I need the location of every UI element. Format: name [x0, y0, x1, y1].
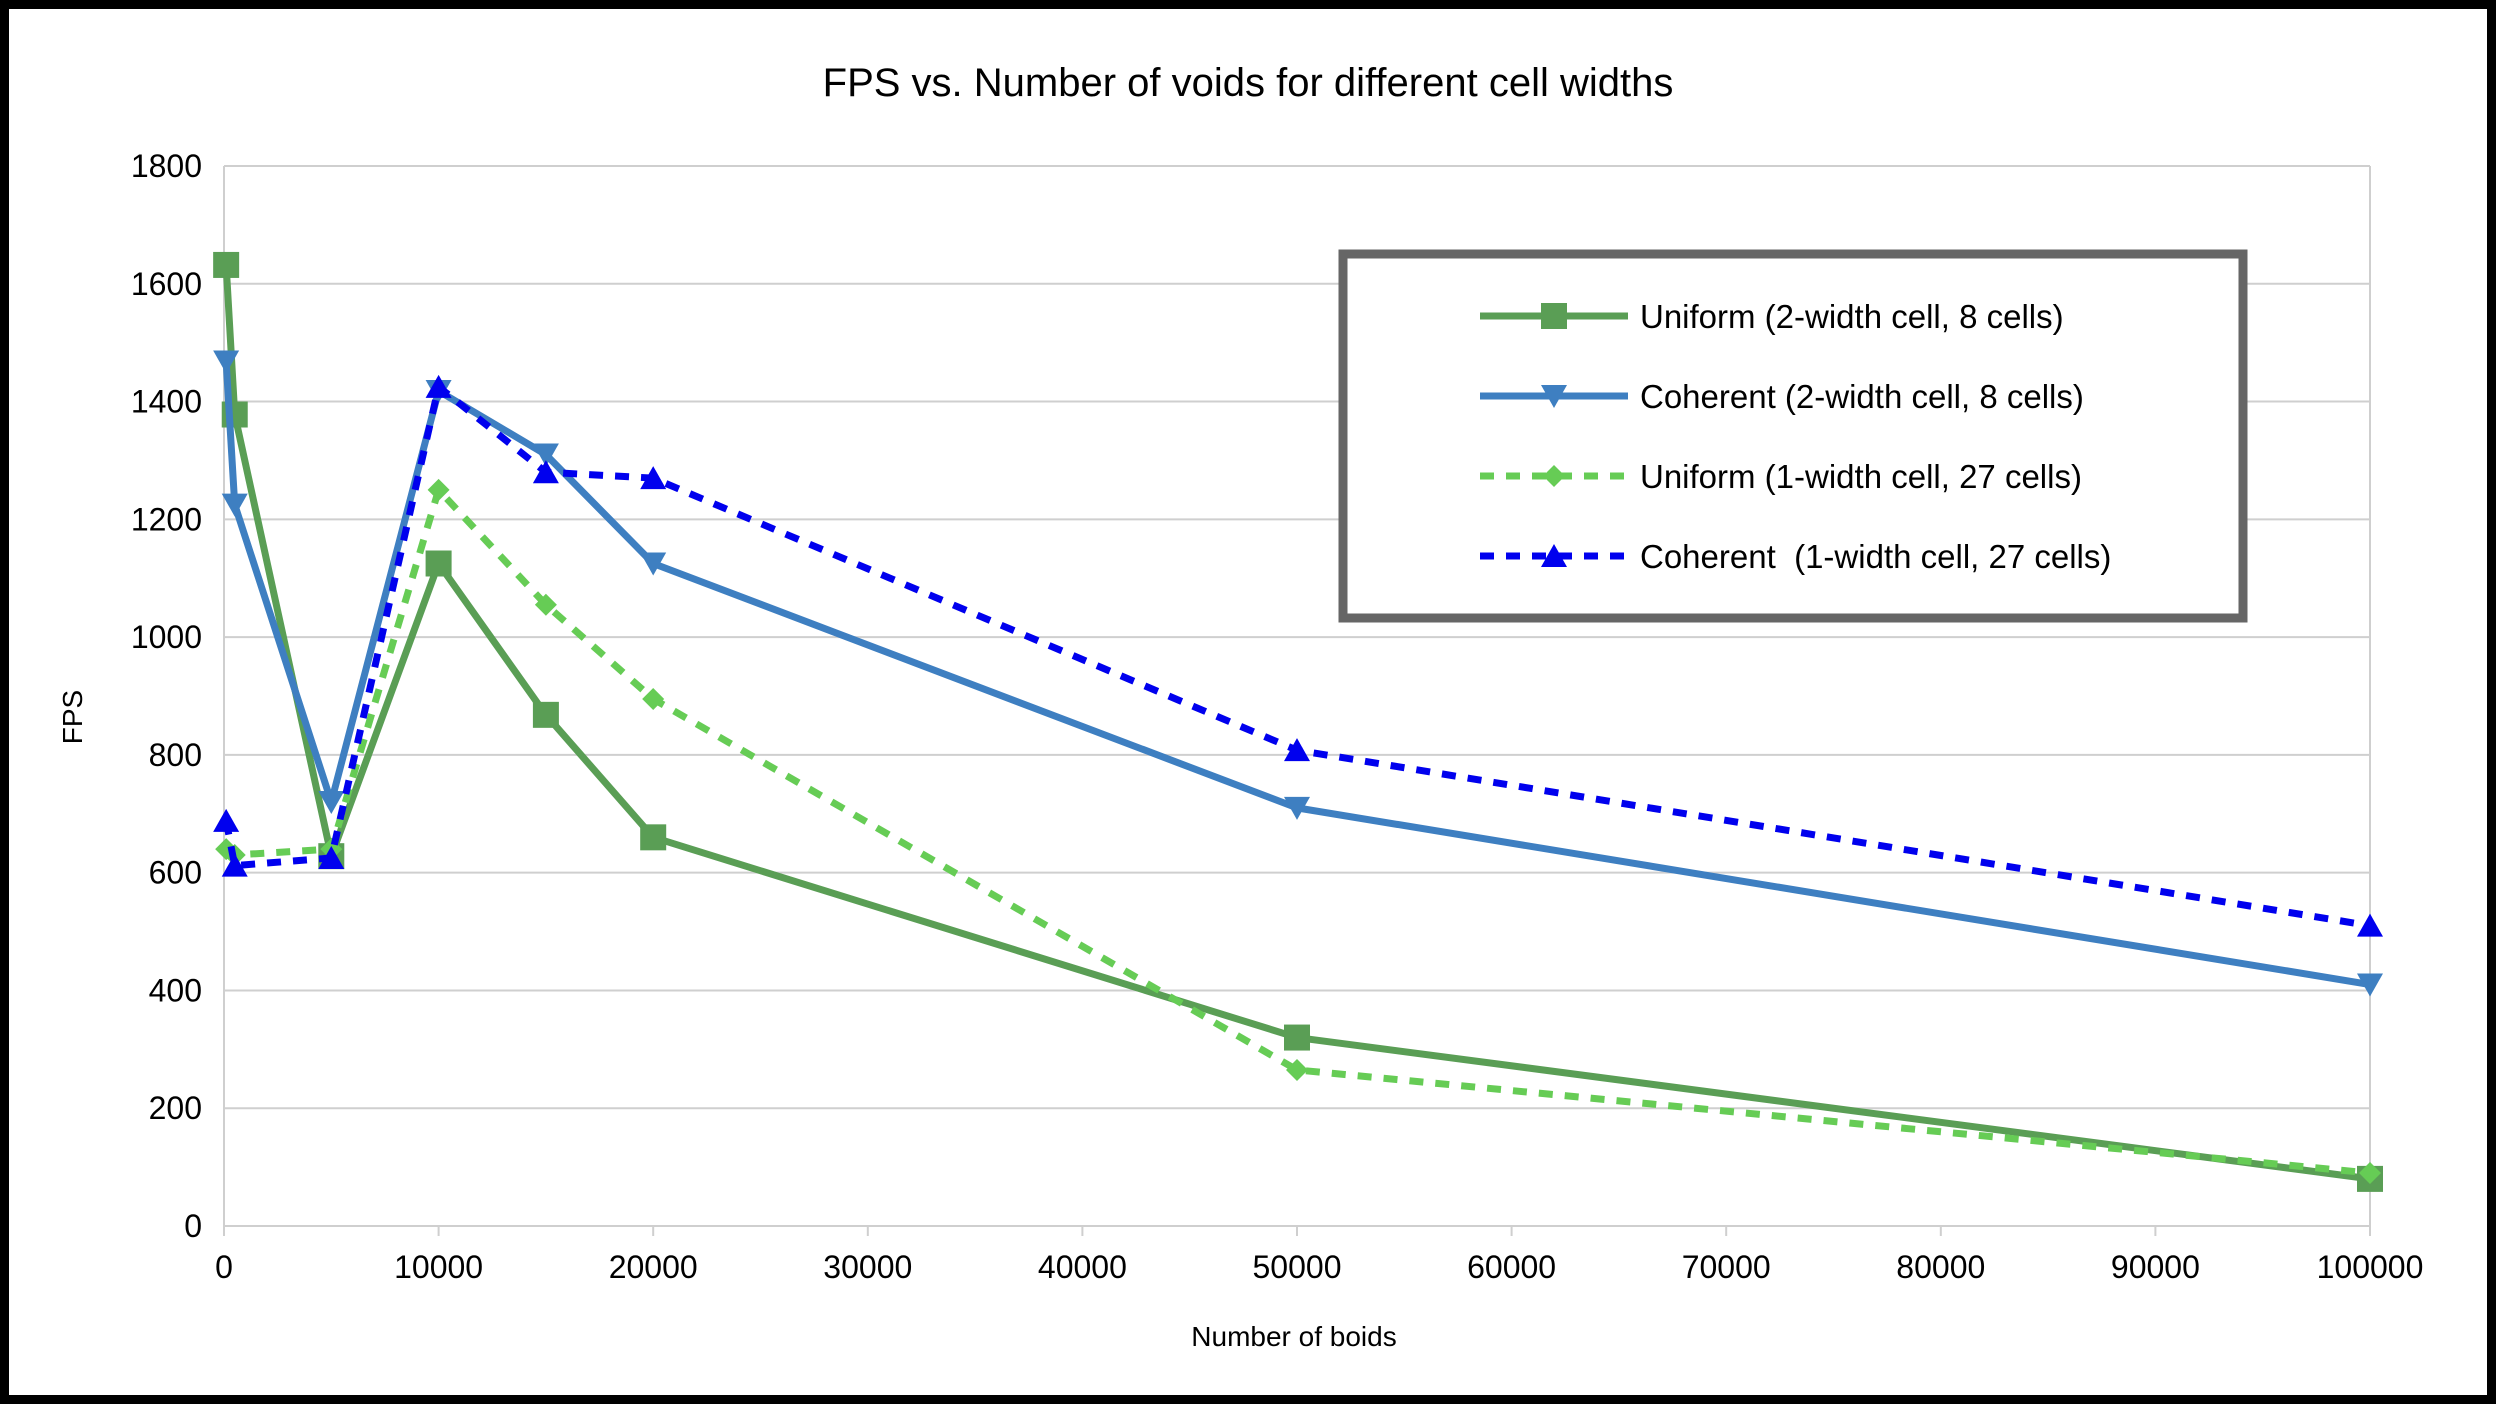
legend-marker [1541, 385, 1567, 408]
data-point [221, 493, 248, 517]
data-point [213, 251, 240, 278]
legend-label: Uniform (1-width cell, 27 cells) [1640, 458, 2082, 495]
data-point [2357, 973, 2383, 997]
chart-title: FPS vs. Number of voids for different ce… [823, 61, 1674, 105]
data-point [642, 687, 665, 710]
y-tick-label: 400 [149, 972, 202, 1008]
series-group [213, 251, 2383, 1192]
data-point [532, 701, 559, 728]
legend-label: Uniform (2-width cell, 8 cells) [1640, 298, 2064, 335]
data-point [640, 552, 667, 576]
series-line [224, 486, 2371, 1177]
data-point [221, 853, 248, 877]
x-tick-label: 50000 [1253, 1249, 1342, 1285]
y-tick-label: 1800 [131, 148, 202, 184]
series-line [222, 361, 2371, 989]
x-tick-label: 30000 [823, 1249, 912, 1285]
x-tick-label: 0 [215, 1249, 233, 1285]
data-point [1286, 1058, 1308, 1081]
x-tick-label: 60000 [1467, 1249, 1556, 1285]
x-tick-label: 70000 [1682, 1249, 1771, 1285]
x-tick-label: 90000 [2111, 1249, 2200, 1285]
data-point [427, 478, 450, 501]
y-tick-label: 1000 [131, 619, 202, 655]
y-axis-label: FPS [57, 690, 88, 744]
y-tick-label: 200 [149, 1090, 202, 1126]
legend-label: Coherent (1-width cell, 27 cells) [1640, 538, 2111, 575]
series-4 [213, 374, 2383, 937]
data-point [640, 466, 667, 490]
y-tick-label: 600 [149, 855, 202, 891]
data-point [425, 550, 452, 577]
series-line [222, 264, 2371, 1183]
legend-marker [1541, 303, 1567, 329]
legend-label: Coherent (2-width cell, 8 cells) [1640, 378, 2084, 415]
data-point [425, 374, 452, 398]
data-point [318, 845, 345, 869]
x-tick-labels: 0 10000 20000 30000 40000 50000 60000 70000 8000… [215, 1249, 2423, 1285]
data-point [2357, 913, 2383, 937]
legend-marker [1541, 544, 1567, 567]
series-line [222, 383, 2371, 930]
x-axis-label: Number of boids [1191, 1321, 1396, 1352]
series-2 [213, 350, 2383, 997]
x-tick-label: 80000 [1896, 1249, 1985, 1285]
data-point [1284, 796, 1310, 820]
data-point [213, 808, 240, 832]
data-point [2359, 1162, 2381, 1184]
data-point [213, 350, 240, 374]
legend: Uniform (2-width cell, 8 cells) Coherent … [1338, 249, 2248, 623]
data-point [534, 593, 557, 616]
y-tick-label: 1600 [131, 266, 202, 302]
y-tick-label: 1200 [131, 501, 202, 537]
data-point [532, 443, 559, 467]
data-point [640, 824, 667, 851]
x-tick-label: 100000 [2317, 1249, 2424, 1285]
legend-marker [1543, 465, 1565, 487]
series-3 [215, 478, 2381, 1184]
data-point [532, 460, 559, 484]
data-point [1284, 1024, 1310, 1051]
x-tick-label: 40000 [1038, 1249, 1127, 1285]
y-tick-label: 0 [184, 1208, 202, 1244]
x-tick-label: 20000 [609, 1249, 698, 1285]
x-tick-label: 10000 [394, 1249, 483, 1285]
y-tick-labels: 0 200 400 600 800 1000 1200 1400 1600 1800 [131, 148, 202, 1244]
data-point [1284, 738, 1310, 762]
data-point [318, 791, 345, 814]
y-tick-label: 1400 [131, 384, 202, 420]
y-tick-label: 800 [149, 737, 202, 773]
